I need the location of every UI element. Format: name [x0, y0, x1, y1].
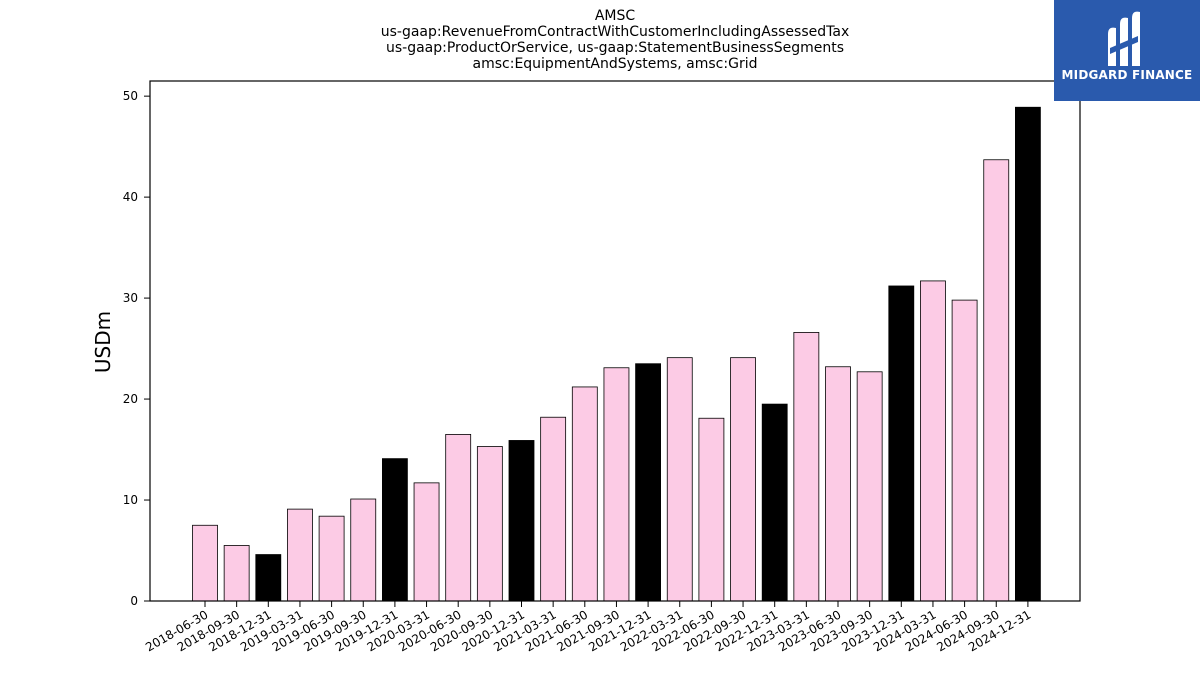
bar-2024-06-30 [951, 299, 978, 602]
bar-2023-03-31 [793, 332, 820, 602]
chart-title-line: us-gaap:RevenueFromContractWithCustomerI… [381, 24, 850, 40]
y-tick-label: 50 [123, 89, 138, 103]
bar-2024-12-31 [1015, 106, 1041, 602]
bar-2020-06-30 [445, 433, 472, 602]
bar-2019-03-31 [287, 508, 313, 602]
y-tick-label: 30 [123, 291, 138, 305]
y-tick-label: 40 [123, 190, 138, 204]
chart-title: AMSCus-gaap:RevenueFromContractWithCusto… [381, 8, 850, 72]
y-tick-label: 20 [123, 392, 138, 406]
bar-2020-03-31 [413, 482, 440, 602]
y-axis: 0 10 20 30 40 50 [123, 89, 150, 608]
bar-2023-06-30 [825, 366, 851, 602]
bar-2023-09-30 [856, 371, 883, 602]
bar-2018-12-31 [255, 554, 282, 602]
x-axis: 2018-06-302018-09-302018-12-312019-03-31… [143, 601, 1033, 654]
chart-title-line: AMSC [595, 8, 636, 24]
midgard-logo-icon [1108, 11, 1140, 67]
bar-2020-09-30 [476, 446, 503, 602]
chart-title-line: us-gaap:ProductOrService, us-gaap:Statem… [386, 40, 844, 56]
bars [192, 106, 1041, 602]
bar-2021-09-30 [603, 367, 630, 602]
y-tick-label: 10 [123, 493, 138, 507]
chart-title-line: amsc:EquipmentAndSystems, amsc:Grid [473, 56, 758, 72]
bar-2022-06-30 [698, 417, 725, 602]
y-axis-label: USDm [91, 311, 115, 373]
bar-2019-09-30 [350, 498, 377, 602]
bar-2021-03-31 [540, 416, 567, 602]
bar-2023-12-31 [888, 285, 915, 602]
brand-logo: MIDGARD FINANCE [1054, 0, 1200, 101]
bar-2018-06-30 [192, 524, 218, 602]
bar-2024-09-30 [983, 159, 1010, 602]
bar-2019-12-31 [381, 458, 408, 602]
plot-frame [149, 80, 1081, 602]
bar-2021-06-30 [571, 386, 598, 602]
bar-2020-12-31 [508, 440, 535, 602]
bar-2022-03-31 [666, 357, 693, 602]
bar-2024-03-31 [920, 280, 946, 602]
bar-2019-06-30 [318, 515, 345, 602]
y-tick-label: 0 [130, 594, 138, 608]
brand-name: MIDGARD FINANCE [1061, 68, 1193, 82]
bar-2022-09-30 [730, 357, 756, 602]
bar-2021-12-31 [635, 363, 661, 602]
bar-2022-12-31 [761, 403, 788, 602]
bar-2018-09-30 [223, 545, 250, 602]
